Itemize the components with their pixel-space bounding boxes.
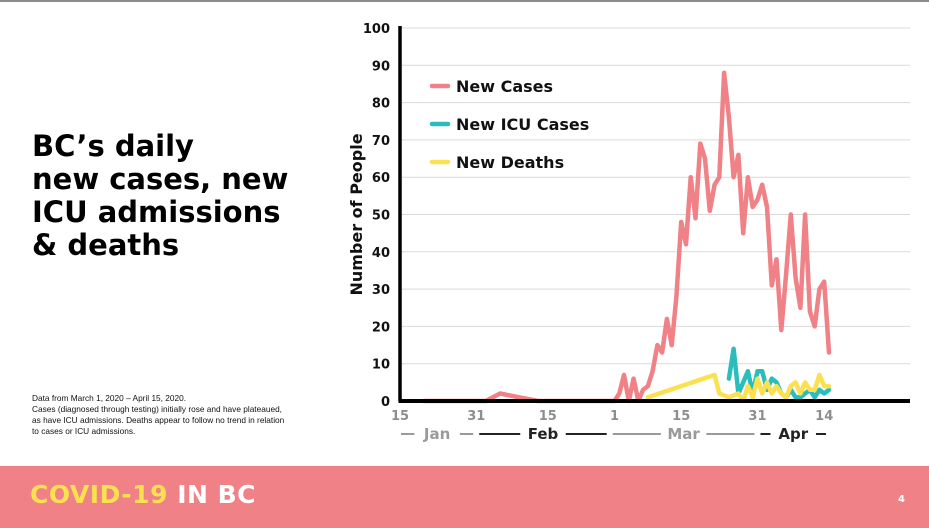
brand-in-bc: IN BC	[177, 480, 257, 509]
y-tick-label: 80	[372, 97, 390, 112]
x-tick-label: 1	[610, 409, 619, 424]
series-line-new-deaths	[645, 372, 832, 404]
title-line-1: BC’s daily	[32, 129, 194, 163]
slide-title: BC’s daily new cases, new ICU admissions…	[32, 130, 332, 262]
footer-bar: COVID-19 IN BC 4	[0, 466, 929, 528]
y-tick-label: 20	[372, 320, 390, 335]
month-label: Jan	[423, 425, 450, 443]
month-label: Apr	[778, 425, 808, 443]
y-tick-label: 60	[372, 171, 390, 186]
title-line-4: & deaths	[32, 228, 180, 262]
x-tick-label: 31	[748, 409, 766, 424]
chart-notes: Data from March 1, 2020 – April 15, 2020…	[32, 393, 292, 437]
page-number: 4	[898, 494, 905, 505]
month-label: Mar	[667, 425, 700, 443]
notes-date-range: Data from March 1, 2020 – April 15, 2020…	[32, 393, 187, 403]
brand-logo: COVID-19 IN BC	[30, 480, 256, 509]
y-tick-label: 90	[372, 59, 390, 74]
legend-label: New Deaths	[456, 153, 564, 172]
x-tick-label: 15	[391, 409, 409, 424]
x-tick-label: 31	[467, 409, 485, 424]
y-tick-label: 70	[372, 134, 390, 149]
y-axis-title: Number of People	[347, 133, 366, 295]
x-tick-label: 15	[672, 409, 690, 424]
chart-svg: 0 10 20 30 40 50 60 70 80 90 100 Number of People 15…	[347, 22, 910, 443]
title-line-3: ICU admissions	[32, 195, 281, 229]
top-divider	[0, 0, 929, 2]
brand-covid: COVID-19	[30, 480, 168, 509]
line-chart: 0 10 20 30 40 50 60 70 80 90 100 Number of People 15…	[340, 10, 925, 460]
y-tick-label: 100	[363, 22, 390, 37]
legend-label: New Cases	[456, 77, 553, 96]
y-tick-label: 0	[381, 395, 390, 410]
x-tick-label: 15	[539, 409, 557, 424]
x-tick-label: 14	[815, 409, 833, 424]
y-tick-label: 40	[372, 246, 390, 261]
y-tick-label: 50	[372, 209, 390, 224]
legend-label: New ICU Cases	[456, 115, 589, 134]
month-label: Feb	[528, 425, 559, 443]
y-tick-label: 30	[372, 283, 390, 298]
y-tick-label: 10	[372, 358, 390, 373]
title-line-2: new cases, new	[32, 162, 289, 196]
notes-description: Cases (diagnosed through testing) initia…	[32, 404, 285, 436]
